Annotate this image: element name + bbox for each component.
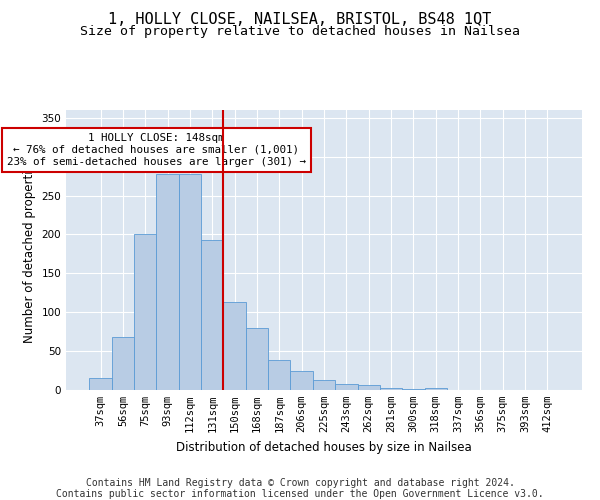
- Bar: [402, 389, 425, 390]
- Bar: [335, 384, 358, 390]
- Bar: [112, 337, 134, 390]
- Bar: [223, 302, 246, 390]
- Bar: [201, 240, 223, 390]
- Bar: [246, 328, 268, 390]
- X-axis label: Distribution of detached houses by size in Nailsea: Distribution of detached houses by size …: [176, 440, 472, 454]
- Bar: [134, 234, 157, 390]
- Text: Size of property relative to detached houses in Nailsea: Size of property relative to detached ho…: [80, 25, 520, 38]
- Bar: [313, 380, 335, 390]
- Bar: [358, 386, 380, 390]
- Text: 1, HOLLY CLOSE, NAILSEA, BRISTOL, BS48 1QT: 1, HOLLY CLOSE, NAILSEA, BRISTOL, BS48 1…: [109, 12, 491, 28]
- Bar: [179, 174, 201, 390]
- Text: Contains HM Land Registry data © Crown copyright and database right 2024.
Contai: Contains HM Land Registry data © Crown c…: [56, 478, 544, 499]
- Bar: [157, 174, 179, 390]
- Bar: [268, 360, 290, 390]
- Y-axis label: Number of detached properties: Number of detached properties: [23, 157, 36, 343]
- Bar: [290, 370, 313, 390]
- Bar: [89, 378, 112, 390]
- Bar: [425, 388, 447, 390]
- Text: 1 HOLLY CLOSE: 148sqm
← 76% of detached houses are smaller (1,001)
23% of semi-d: 1 HOLLY CLOSE: 148sqm ← 76% of detached …: [7, 134, 306, 166]
- Bar: [380, 388, 402, 390]
